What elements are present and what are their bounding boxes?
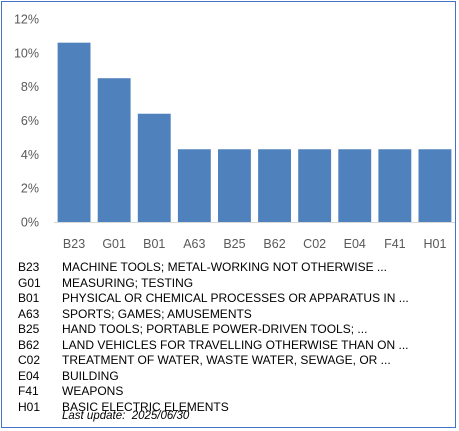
legend-desc: HAND TOOLS; PORTABLE POWER-DRIVEN TOOLS;…: [62, 322, 368, 336]
bar-b25: [218, 149, 251, 222]
y-tick-label: 0%: [21, 216, 39, 230]
bar-e04: [338, 149, 372, 222]
legend-code: A63: [18, 306, 40, 321]
legend-row-a63: A63 SPORTS; GAMES; AMUSEMENTS: [18, 307, 409, 323]
legend-row-g01: G01 MEASURING; TESTING: [18, 276, 409, 292]
legend-row-b23: B23 MACHINE TOOLS; METAL-WORKING NOT OTHE…: [18, 260, 409, 276]
legend-desc: SPORTS; GAMES; AMUSEMENTS: [62, 306, 252, 321]
legend-row-b25: B25 HAND TOOLS; PORTABLE POWER-DRIVEN TOO…: [18, 322, 409, 338]
y-tick-label: 12%: [14, 13, 39, 27]
legend-code: H01: [18, 399, 41, 414]
x-tick-label: F41: [384, 237, 406, 251]
bar-chart: 0% 2% 4% 6% 8% 10% 12% B23 G01 B01 A63 B25 B62 C02 E04…: [14, 13, 455, 251]
last-update: Last update: 2025/06/30: [62, 410, 190, 422]
legend-row-e04: E04 BUILDING: [18, 369, 409, 385]
legend-desc: LAND VEHICLES FOR TRAVELLING OTHERWISE T…: [62, 337, 409, 352]
bar-b01: [137, 113, 171, 222]
legend-desc: BUILDING: [62, 368, 119, 383]
x-tick-label: B23: [63, 237, 85, 251]
legend-code: B23: [18, 260, 40, 274]
legend-code: G01: [18, 275, 41, 290]
legend-row-b01: B01 PHYSICAL OR CHEMICAL PROCESSES OR APP…: [18, 291, 409, 307]
bar-b23: [57, 42, 91, 222]
legend-code: C02: [18, 353, 41, 367]
legend-code: B25: [18, 322, 40, 336]
legend-row-h01: H01 BASIC ELECTRIC ELEMENTS: [18, 400, 409, 416]
bar-g01: [97, 78, 131, 222]
y-tick-label: 4%: [21, 148, 39, 162]
legend-desc: MEASURING; TESTING: [62, 275, 194, 290]
legend-row-f41: F41 WEAPONS: [18, 384, 409, 400]
legend-desc: WEAPONS: [62, 384, 124, 398]
legend-code: F41: [18, 384, 39, 398]
x-tick-label: G01: [102, 237, 126, 251]
bar-a63: [177, 149, 211, 222]
y-tick-label: 8%: [21, 80, 39, 94]
legend-code: E04: [18, 368, 40, 383]
x-tick-label: C02: [303, 237, 326, 251]
y-tick-label: 10%: [14, 46, 39, 60]
y-tick-label: 6%: [21, 114, 39, 128]
category-legend: B23 MACHINE TOOLS; METAL-WORKING NOT OTHE…: [18, 260, 409, 415]
legend-row-b62: B62 LAND VEHICLES FOR TRAVELLING OTHERWIS…: [18, 338, 409, 354]
x-tick-label: H01: [423, 237, 446, 251]
legend-code: B62: [18, 337, 40, 352]
legend-desc: MACHINE TOOLS; METAL-WORKING NOT OTHERWI…: [62, 260, 387, 274]
bar-b62: [258, 149, 291, 222]
legend-desc: PHYSICAL OR CHEMICAL PROCESSES OR APPARA…: [62, 291, 409, 305]
bar-h01: [418, 149, 452, 222]
bar-c02: [298, 149, 332, 222]
y-tick-label: 2%: [21, 182, 39, 196]
x-tick-label: E04: [344, 237, 366, 251]
x-tick-label: B25: [223, 237, 245, 251]
x-tick-label: A63: [183, 237, 205, 251]
x-tick-label: B62: [263, 237, 285, 251]
bar-f41: [378, 149, 412, 222]
legend-code: B01: [18, 291, 40, 305]
legend-row-c02: C02 TREATMENT OF WATER, WASTE WATER, SEWA…: [18, 353, 409, 369]
legend-desc: BASIC ELECTRIC ELEMENTS: [62, 399, 229, 414]
legend-desc: TREATMENT OF WATER, WASTE WATER, SEWAGE,…: [62, 353, 391, 367]
x-tick-label: B01: [143, 237, 165, 251]
